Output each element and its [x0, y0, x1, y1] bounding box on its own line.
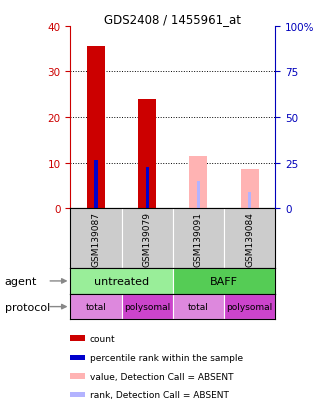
- Text: value, Detection Call = ABSENT: value, Detection Call = ABSENT: [90, 372, 233, 381]
- Bar: [70, 268, 173, 294]
- Bar: [146, 168, 149, 209]
- Bar: [173, 209, 224, 268]
- Bar: [94, 161, 98, 209]
- Bar: [122, 294, 173, 320]
- Text: agent: agent: [5, 276, 37, 286]
- Text: protocol: protocol: [5, 302, 50, 312]
- Title: GDS2408 / 1455961_at: GDS2408 / 1455961_at: [104, 13, 241, 26]
- Text: total: total: [188, 302, 209, 311]
- Text: polysomal: polysomal: [124, 302, 170, 311]
- Text: BAFF: BAFF: [210, 276, 238, 286]
- Text: count: count: [90, 334, 115, 343]
- Bar: [70, 355, 85, 361]
- Text: total: total: [85, 302, 107, 311]
- Text: untreated: untreated: [94, 276, 149, 286]
- Bar: [224, 209, 275, 268]
- Text: percentile rank within the sample: percentile rank within the sample: [90, 353, 243, 362]
- Text: polysomal: polysomal: [227, 302, 273, 311]
- Bar: [70, 373, 85, 379]
- Text: GSM139084: GSM139084: [245, 211, 254, 266]
- Text: GSM139091: GSM139091: [194, 211, 203, 266]
- Bar: [122, 209, 173, 268]
- Bar: [70, 335, 85, 341]
- Text: rank, Detection Call = ABSENT: rank, Detection Call = ABSENT: [90, 390, 228, 399]
- Bar: [197, 181, 200, 209]
- Bar: [138, 100, 156, 209]
- Bar: [224, 294, 275, 320]
- Bar: [70, 294, 122, 320]
- Text: GSM139087: GSM139087: [92, 211, 100, 266]
- Bar: [173, 268, 275, 294]
- Bar: [70, 392, 85, 397]
- Bar: [70, 209, 122, 268]
- Bar: [248, 192, 251, 209]
- Bar: [241, 170, 259, 209]
- Bar: [87, 47, 105, 209]
- Bar: [173, 294, 224, 320]
- Bar: [189, 156, 207, 209]
- Text: GSM139079: GSM139079: [143, 211, 152, 266]
